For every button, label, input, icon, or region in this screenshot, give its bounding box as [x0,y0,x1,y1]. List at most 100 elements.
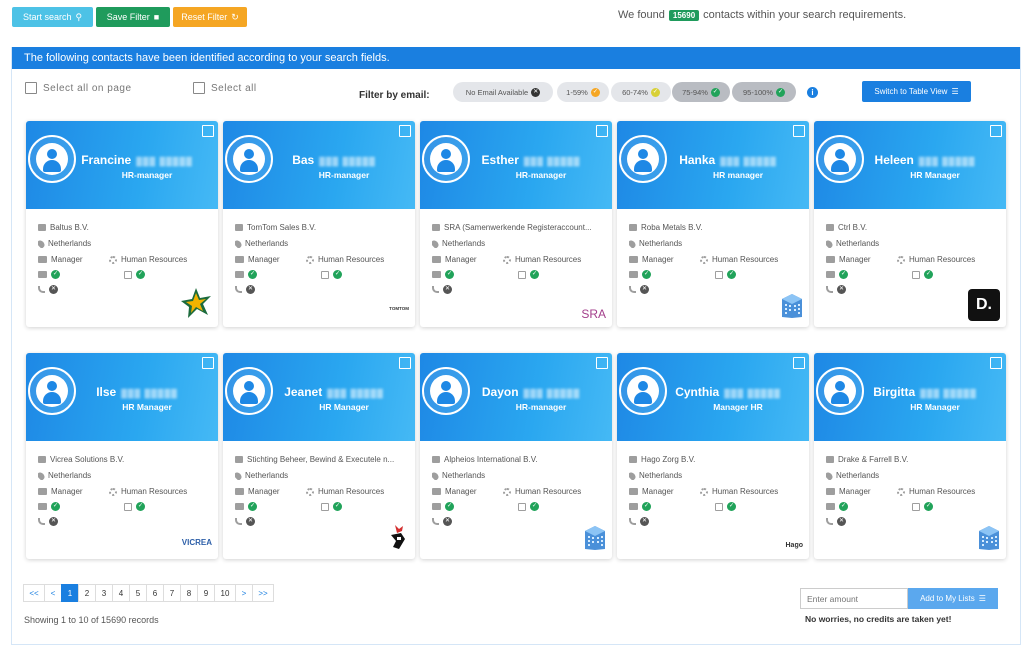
company-line: Alpheios International B.V. [432,455,538,464]
check-icon: ✓ [136,270,145,279]
check-icon: ✓ [445,270,454,279]
location-pin-icon [432,239,440,248]
user-icon-head [244,149,254,159]
email-filter-pill[interactable]: 75-94% ✓ [672,82,730,102]
amount-input[interactable] [800,588,908,609]
level-line: Manager [629,487,674,496]
check-icon: ✓ [333,502,342,511]
mail-icon [38,503,47,510]
contact-card[interactable]: Bas ███ █████ HR-manager TomTom Sales B.V. N… [223,121,415,327]
check-icon: ✓ [776,87,786,97]
switch-table-view-button[interactable]: Switch to Table View ☰ [862,81,971,102]
card-details: SRA (Samenwerkende Registeraccount... Net… [420,209,612,327]
last-page-button[interactable]: >> [252,584,274,602]
page-button[interactable]: 2 [78,584,96,602]
select-all[interactable]: Select all [193,82,257,94]
card-checkbox[interactable] [793,125,805,137]
page-button[interactable]: 10 [214,584,236,602]
country: Netherlands [245,239,289,248]
company-line: Roba Metals B.V. [629,223,703,232]
card-checkbox[interactable] [793,357,805,369]
contact-card[interactable]: Francine ███ █████ HR-manager Baltus B.V. Ne… [26,121,218,327]
contact-card[interactable]: Heleen ███ █████ HR Manager Ctrl B.V. Nether… [814,121,1006,327]
card-checkbox[interactable] [202,125,214,137]
first-page-button[interactable]: << [23,584,45,602]
department: Human Resources [121,255,188,264]
start-search-button[interactable]: Start search ⚲ [12,7,93,27]
page-button[interactable]: 1 [61,584,79,602]
redacted-last-name: ███ █████ [319,157,376,166]
contact-role: HR manager [712,170,764,180]
page-button[interactable]: 5 [129,584,147,602]
seniority-level: Manager [51,487,83,496]
email-filter-pill[interactable]: No Email Available ✕ [453,82,553,102]
contact-card[interactable]: Jeanet ███ █████ HR Manager Stichting Behee… [223,353,415,559]
select-page-checkbox[interactable] [25,82,37,94]
company-logo: VICREA [181,538,212,547]
company-name: Ctrl B.V. [838,223,868,232]
redacted-last-name: ███ █████ [523,157,581,166]
contact-card[interactable]: Ilse ███ █████ HR Manager Vicrea Solutions … [26,353,218,559]
check-icon: ✓ [650,87,660,97]
next-page-button[interactable]: > [235,584,253,602]
select-all-label: Select all [211,82,257,94]
card-checkbox[interactable] [990,357,1002,369]
info-icon[interactable]: i [807,87,818,98]
reset-filter-button[interactable]: Reset Filter ↻ [173,7,247,27]
card-checkbox[interactable] [202,357,214,369]
page-button[interactable]: 4 [112,584,130,602]
page-button[interactable]: 6 [146,584,164,602]
email-filter-pill[interactable]: 1-59% ✓ [557,82,609,102]
phone-line: ✕ [235,285,255,294]
prev-page-button[interactable]: < [44,584,62,602]
avatar [225,135,273,183]
card-checkbox[interactable] [596,125,608,137]
save-filter-button[interactable]: Save Filter ■ [96,7,170,27]
page-button[interactable]: 8 [180,584,198,602]
select-all-checkbox[interactable] [193,82,205,94]
contact-card[interactable]: Birgitta ███ █████ HR Manager Drake & Farre… [814,353,1006,559]
email-line: ✓ [38,270,60,279]
page-button[interactable]: 3 [95,584,113,602]
location-line: Netherlands [826,471,879,480]
check-icon: ✓ [642,502,651,511]
card-checkbox[interactable] [990,125,1002,137]
card-checkbox[interactable] [399,357,411,369]
company-logo: TOMTOM [389,306,409,311]
contact-card[interactable]: Cynthia ███ █████ Manager HR Hago Zorg B.V.… [617,353,809,559]
card-header: Dayon ███ █████ HR-manager [420,353,612,441]
card-details: Drake & Farrell B.V. Netherlands Manager Hu… [814,441,1006,559]
page-button[interactable]: 7 [163,584,181,602]
card-details: Stichting Beheer, Bewind & Executele n..… [223,441,415,559]
company-icon [432,456,440,463]
contact-card[interactable]: Hanka ███ █████ HR manager Roba Metals B.V.… [617,121,809,327]
select-page-label: Select all on page [43,82,132,94]
user-icon [36,375,68,407]
avatar [28,135,76,183]
building-icon [715,270,723,279]
country: Netherlands [836,239,880,248]
email-filter-pill[interactable]: 95-100% ✓ [732,82,796,102]
check-icon: ✓ [530,502,539,511]
building-icon [321,270,329,279]
contact-card[interactable]: Dayon ███ █████ HR-manager Alpheios Interna… [420,353,612,559]
found-suffix: contacts within your search requirements… [703,9,907,21]
email-filter-pill[interactable]: 60-74% ✓ [611,82,671,102]
card-checkbox[interactable] [399,125,411,137]
phone-line: ✕ [629,285,649,294]
avatar [816,135,864,183]
select-all-on-page[interactable]: Select all on page [25,82,132,94]
location-pin-icon [235,239,243,248]
page-button[interactable]: 9 [197,584,215,602]
briefcase-icon [235,488,244,495]
reset-icon: ↻ [231,11,239,22]
company-name: Vicrea Solutions B.V. [50,455,125,464]
department: Human Resources [712,487,779,496]
add-to-lists-button[interactable]: Add to My Lists ☰ [908,588,998,609]
seniority-level: Manager [642,487,674,496]
close-icon: ✕ [443,517,452,526]
card-checkbox[interactable] [596,357,608,369]
department-line: Human Resources [503,487,581,496]
seniority-level: Manager [839,255,871,264]
contact-card[interactable]: Esther ███ █████ HR-manager SRA (Samenwerke… [420,121,612,327]
